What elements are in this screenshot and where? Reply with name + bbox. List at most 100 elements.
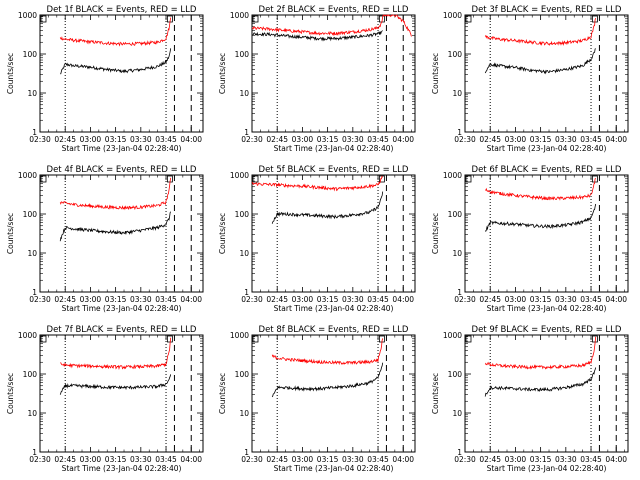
events-series-line [271,362,384,398]
segment-marker-icon [252,175,259,183]
x-tick-label: 02:30 [29,295,51,304]
x-tick-label: 03:00 [292,295,314,304]
segment-marker-icon [465,15,472,23]
y-tick-label: 100 [23,370,38,379]
events-series-line [60,48,172,75]
x-tick-label: 02:30 [29,135,51,144]
x-tick-label: 02:30 [241,455,263,464]
events-series-line [271,191,384,224]
y-tick-label: 10 [452,409,462,418]
y-tick-label: 10 [27,409,37,418]
x-tick-label: 03:15 [317,455,339,464]
lld-series-line [484,17,597,46]
y-tick-label: 10 [27,89,37,98]
x-tick-label: 02:30 [454,295,476,304]
x-axis-label: Start Time (23-Jan-04 02:28:40) [274,304,394,313]
y-axis-label: Counts/sec [218,53,227,94]
x-axis-label: Start Time (23-Jan-04 02:28:40) [62,464,182,473]
x-tick-label: 03:00 [292,135,314,144]
plot-frame [251,174,416,293]
x-tick-label: 03:45 [367,295,389,304]
x-axis-label: Start Time (23-Jan-04 02:28:40) [62,144,182,153]
x-tick-label: 03:15 [317,135,339,144]
x-tick-label: 03:30 [555,295,577,304]
y-tick-label: 1 [244,128,249,137]
x-tick-label: 03:45 [155,295,177,304]
lld-series-line [485,177,597,201]
x-tick-label: 02:45 [479,135,501,144]
x-tick-label: 03:00 [505,295,527,304]
events-series-line [251,30,383,42]
x-tick-label: 04:00 [180,135,202,144]
segment-marker-icon [40,15,47,23]
x-tick-label: 04:00 [605,455,627,464]
x-tick-label: 02:45 [54,295,76,304]
x-tick-label: 03:15 [105,455,127,464]
panel-title: Det 3f BLACK = Events, RED = LLD [472,5,622,15]
x-tick-label: 03:30 [342,135,364,144]
lld-series-line [251,14,412,37]
x-tick-label: 03:45 [580,295,602,304]
y-tick-label: 100 [448,370,463,379]
y-tick-label: 10 [239,409,249,418]
x-tick-label: 03:00 [80,455,102,464]
panel-title: Det 5f BLACK = Events, RED = LLD [259,165,409,175]
detector-panel: Det 5f BLACK = Events, RED = LLD 1 10 100 10… [218,165,416,313]
x-axis-label: Start Time (23-Jan-04 02:28:40) [487,144,607,153]
x-tick-label: 03:30 [342,295,364,304]
panel-title: Det 7f BLACK = Events, RED = LLD [47,325,197,335]
x-tick-label: 03:30 [342,455,364,464]
x-tick-label: 02:30 [241,295,263,304]
x-tick-label: 03:45 [367,135,389,144]
segment-marker-icon [252,335,259,343]
y-tick-label: 1000 [18,331,37,340]
x-tick-label: 03:30 [555,135,577,144]
panel-title: Det 1f BLACK = Events, RED = LLD [47,5,197,15]
x-tick-label: 03:00 [80,135,102,144]
x-tick-label: 04:00 [605,135,627,144]
y-axis-label: Counts/sec [431,373,440,414]
detector-panel: Det 1f BLACK = Events, RED = LLD 1 10 100 10… [6,5,204,153]
segment-marker-icon [40,175,47,183]
lld-series-line [59,17,172,47]
y-tick-label: 10 [452,89,462,98]
y-tick-label: 1 [32,448,37,457]
y-tick-label: 100 [235,370,250,379]
x-tick-label: 03:45 [155,135,177,144]
x-tick-label: 03:45 [580,455,602,464]
y-tick-label: 1 [457,288,462,297]
y-tick-label: 100 [23,50,38,59]
y-tick-label: 100 [235,210,250,219]
plot-frame [464,14,629,133]
y-tick-label: 1000 [443,331,462,340]
segment-marker-icon [252,15,259,23]
panel-title: Det 9f BLACK = Events, RED = LLD [472,325,622,335]
detector-panel: Det 6f BLACK = Events, RED = LLD 1 10 100 10… [431,165,629,313]
x-tick-label: 03:00 [80,295,102,304]
y-tick-label: 1000 [230,171,249,180]
y-tick-label: 1 [457,128,462,137]
x-axis-label: Start Time (23-Jan-04 02:28:40) [274,464,394,473]
plot-frame [464,174,629,293]
segment-marker-icon [40,335,47,343]
plot-frame [251,14,416,133]
y-axis-label: Counts/sec [431,213,440,254]
detector-panel: Det 3f BLACK = Events, RED = LLD 1 10 100 10… [431,5,629,153]
panel-title: Det 8f BLACK = Events, RED = LLD [259,325,409,335]
x-tick-label: 02:45 [479,295,501,304]
x-tick-label: 02:45 [54,135,76,144]
x-tick-label: 02:45 [479,455,501,464]
y-tick-label: 100 [448,210,463,219]
lld-series-line [484,336,597,370]
segment-marker-icon [465,335,472,343]
panel-title: Det 2f BLACK = Events, RED = LLD [259,5,409,15]
y-axis-label: Counts/sec [218,213,227,254]
x-tick-label: 04:00 [392,455,414,464]
events-series-line [484,48,596,75]
lld-series-line [60,337,172,371]
x-tick-label: 04:00 [605,295,627,304]
y-tick-label: 1000 [18,11,37,20]
lld-series-line [59,177,172,211]
x-tick-label: 03:30 [130,135,152,144]
x-tick-label: 02:45 [266,135,288,144]
